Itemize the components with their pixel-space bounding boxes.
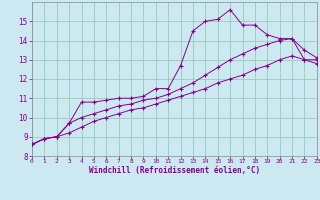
X-axis label: Windchill (Refroidissement éolien,°C): Windchill (Refroidissement éolien,°C)	[89, 166, 260, 175]
